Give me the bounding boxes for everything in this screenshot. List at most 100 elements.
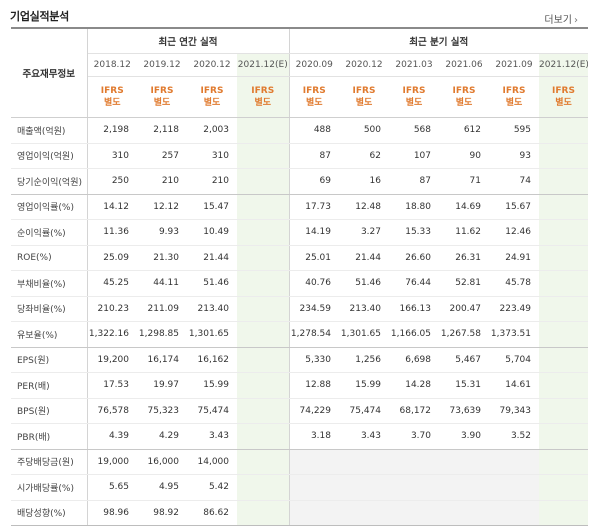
table-cell: 5.65 xyxy=(87,474,137,501)
ifrs-label: IFRS xyxy=(552,86,575,96)
period-header: 2021.03 xyxy=(389,53,439,77)
ifrs-label: IFRS xyxy=(502,86,526,96)
table-cell xyxy=(339,500,389,526)
ifrs-header: IFRS 별도 xyxy=(137,76,187,118)
table-cell: 4.39 xyxy=(87,423,137,450)
separate-label: 별도 xyxy=(455,98,473,108)
ifrs-header: IFRS 별도 xyxy=(87,76,137,118)
table-cell: 26.60 xyxy=(389,245,439,271)
table-cell: 257 xyxy=(137,143,187,169)
period-header: 2020.09 xyxy=(289,53,339,77)
row-label: 영업이익률(%) xyxy=(11,194,88,220)
separate-label: 별도 xyxy=(203,98,221,108)
table-cell: 5,467 xyxy=(439,347,489,373)
table-cell: 17.73 xyxy=(289,194,339,220)
table-cell xyxy=(237,270,290,297)
table-cell: 10.49 xyxy=(187,219,237,246)
annual-group-header: 최근 연간 실적 xyxy=(87,28,290,54)
ifrs-header: IFRS 별도 xyxy=(187,76,237,118)
table-cell xyxy=(539,500,589,526)
ifrs-header: IFRS 별도 xyxy=(237,76,290,118)
table-cell: 75,474 xyxy=(339,398,389,424)
table-cell xyxy=(237,194,290,220)
table-cell xyxy=(539,168,589,195)
table-cell xyxy=(539,398,589,424)
table-cell: 52.81 xyxy=(439,270,489,297)
table-row: 영업이익률(%) 14.12 12.12 15.47 17.73 12.48 18.80 14… xyxy=(11,194,589,220)
table-cell: 71 xyxy=(439,168,489,195)
table-row: 부채비율(%) 45.25 44.11 51.46 40.76 51.46 76.44 52.… xyxy=(11,270,589,297)
table-cell: 14.69 xyxy=(439,194,489,220)
table-cell: 1,298.85 xyxy=(137,321,187,348)
row-label: 순이익률(%) xyxy=(11,219,88,246)
table-cell: 213.40 xyxy=(339,296,389,322)
table-cell: 15.47 xyxy=(187,194,237,220)
ifrs-label: IFRS xyxy=(402,86,426,96)
table-cell: 15.99 xyxy=(187,372,237,399)
table-cell xyxy=(237,449,290,475)
row-label: EPS(원) xyxy=(11,347,88,373)
table-cell: 74 xyxy=(489,168,539,195)
ifrs-label: IFRS xyxy=(150,86,174,96)
table-cell: 44.11 xyxy=(137,270,187,297)
row-label: PER(배) xyxy=(11,372,88,399)
quarterly-group-header: 최근 분기 실적 xyxy=(289,28,589,54)
table-row: EPS(원) 19,200 16,174 16,162 5,330 1,256 6,698 5… xyxy=(11,347,589,373)
table-cell: 75,323 xyxy=(137,398,187,424)
table-cell: 12.88 xyxy=(289,372,339,399)
table-cell: 107 xyxy=(389,143,439,169)
financial-summary-panel: 기업실적분석 더보기 › 주요재무정보 최근 연간 실적 최근 분기 실적 201… xyxy=(10,10,589,526)
period-header: 2020.12 xyxy=(339,53,389,77)
table-cell xyxy=(539,423,589,450)
table-cell: 76.44 xyxy=(389,270,439,297)
table-cell xyxy=(237,347,290,373)
table-cell: 1,256 xyxy=(339,347,389,373)
more-link[interactable]: 더보기 › xyxy=(544,11,578,26)
row-label: 시가배당률(%) xyxy=(11,474,88,501)
table-cell: 5.42 xyxy=(187,474,237,501)
row-label: 배당성향(%) xyxy=(11,500,88,526)
table-cell: 1,278.54 xyxy=(289,321,339,348)
ifrs-label: IFRS xyxy=(302,86,326,96)
row-label: 유보율(%) xyxy=(11,321,88,348)
table-cell xyxy=(539,245,589,271)
separate-label: 별도 xyxy=(153,98,171,108)
table-cell: 6,698 xyxy=(389,347,439,373)
period-header: 2018.12 xyxy=(87,53,137,77)
ifrs-header: IFRS 별도 xyxy=(389,76,439,118)
section-title: 기업실적분석 xyxy=(10,10,69,23)
table-cell xyxy=(439,500,489,526)
table-cell: 1,322.16 xyxy=(87,321,137,348)
table-row: 매출액(억원) 2,198 2,118 2,003 488 500 568 612 595 xyxy=(11,117,589,144)
chevron-right-icon: › xyxy=(574,15,578,26)
table-cell: 4.29 xyxy=(137,423,187,450)
table-cell: 90 xyxy=(439,143,489,169)
table-cell: 5,704 xyxy=(489,347,539,373)
table-cell xyxy=(237,500,290,526)
table-cell: 26.31 xyxy=(439,245,489,271)
table-cell: 25.01 xyxy=(289,245,339,271)
table-cell: 223.49 xyxy=(489,296,539,322)
table-cell: 9.93 xyxy=(137,219,187,246)
table-row: 주당배당금(원) 19,000 16,000 14,000 xyxy=(11,449,589,475)
ifrs-header: IFRS 별도 xyxy=(289,76,339,118)
table-cell: 5,330 xyxy=(289,347,339,373)
separate-label: 별도 xyxy=(405,98,423,108)
table-cell: 15.33 xyxy=(389,219,439,246)
table-cell: 11.36 xyxy=(87,219,137,246)
table-cell xyxy=(539,372,589,399)
table-cell: 2,003 xyxy=(187,117,237,144)
table-cell xyxy=(237,474,290,501)
table-cell: 612 xyxy=(439,117,489,144)
table-cell: 14.61 xyxy=(489,372,539,399)
table-cell: 69 xyxy=(289,168,339,195)
table-cell: 1,373.51 xyxy=(489,321,539,348)
row-label: 당기순이익(억원) xyxy=(11,168,88,195)
table-cell: 166.13 xyxy=(389,296,439,322)
table-cell: 2,118 xyxy=(137,117,187,144)
table-cell: 213.40 xyxy=(187,296,237,322)
period-header: 2019.12 xyxy=(137,53,187,77)
separate-label: 별도 xyxy=(254,98,272,108)
table-cell xyxy=(489,449,539,475)
table-cell: 14.28 xyxy=(389,372,439,399)
